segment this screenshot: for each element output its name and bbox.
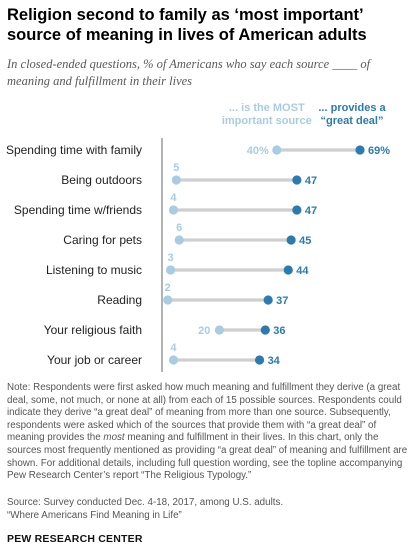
value-label-most: 20 (198, 325, 210, 337)
category-label: Reading (97, 293, 142, 307)
value-label-most: 3 (168, 252, 174, 264)
category-label: Your job or career (47, 353, 142, 367)
dot-great-deal (286, 235, 296, 245)
dot-most-important (171, 175, 181, 185)
dot-most-important (174, 235, 184, 245)
value-label-most: 2 (165, 282, 171, 294)
category-label: Listening to music (46, 263, 142, 277)
value-label-most: 4 (170, 342, 177, 354)
source-survey: Source: Survey conducted Dec. 4-18, 2017… (7, 497, 284, 508)
dot-great-deal (283, 265, 293, 275)
value-label-most: 4 (170, 192, 177, 204)
dot-great-deal (260, 325, 270, 335)
chart-note: Note: Respondents were first asked how m… (7, 382, 411, 483)
legend-most-important: ... is the MOST (229, 102, 305, 114)
value-label-great: 45 (299, 235, 311, 247)
dot-most-important (163, 295, 173, 305)
source-report: “Where Americans Find Meaning in Life” (7, 509, 182, 521)
value-label-great: 37 (276, 295, 288, 307)
value-label-most: 6 (176, 222, 182, 234)
dot-most-important (214, 325, 224, 335)
dot-great-deal (292, 205, 302, 215)
value-label-great: 47 (305, 205, 317, 217)
dot-most-important (272, 145, 282, 155)
chart-title: Religion second to family as ‘most impor… (7, 6, 367, 44)
value-label-most: 5 (173, 162, 179, 174)
category-label: Spending time with family (6, 143, 142, 157)
category-label: Caring for pets (63, 233, 142, 247)
dot-great-deal (355, 145, 365, 155)
chart-source: Source: Survey conducted Dec. 4-18, 2017… (7, 497, 407, 522)
value-label-great: 34 (268, 355, 281, 367)
chart-subtitle: In closed-ended questions, % of American… (7, 57, 371, 88)
note-text-start: Note: Respondents were first asked how m… (7, 382, 402, 444)
dot-great-deal (254, 355, 265, 365)
note-text-emphasis: most (103, 432, 125, 444)
note-text-end: meaning and fulfillment in their lives. … (7, 432, 408, 482)
legend-great-deal: “great deal” (321, 115, 384, 127)
category-label: Your religious faith (44, 323, 142, 337)
category-label: Spending time w/friends (14, 203, 142, 217)
dot-great-deal (263, 295, 273, 305)
category-label: Being outdoors (61, 173, 142, 187)
pew-logo-text: PEW RESEARCH CENTER (7, 533, 143, 545)
dot-most-important (166, 265, 176, 275)
value-label-great: 44 (296, 265, 309, 277)
value-label-great: 47 (305, 175, 317, 187)
legend-great-deal: ... provides a (318, 102, 386, 114)
value-label-great: 69% (368, 145, 390, 157)
dot-great-deal (292, 175, 302, 185)
value-label-most: 40% (247, 145, 269, 157)
legend-most-important: important source (222, 115, 312, 127)
dot-most-important (168, 205, 179, 215)
dot-most-important (168, 355, 179, 365)
value-label-great: 36 (273, 325, 285, 337)
